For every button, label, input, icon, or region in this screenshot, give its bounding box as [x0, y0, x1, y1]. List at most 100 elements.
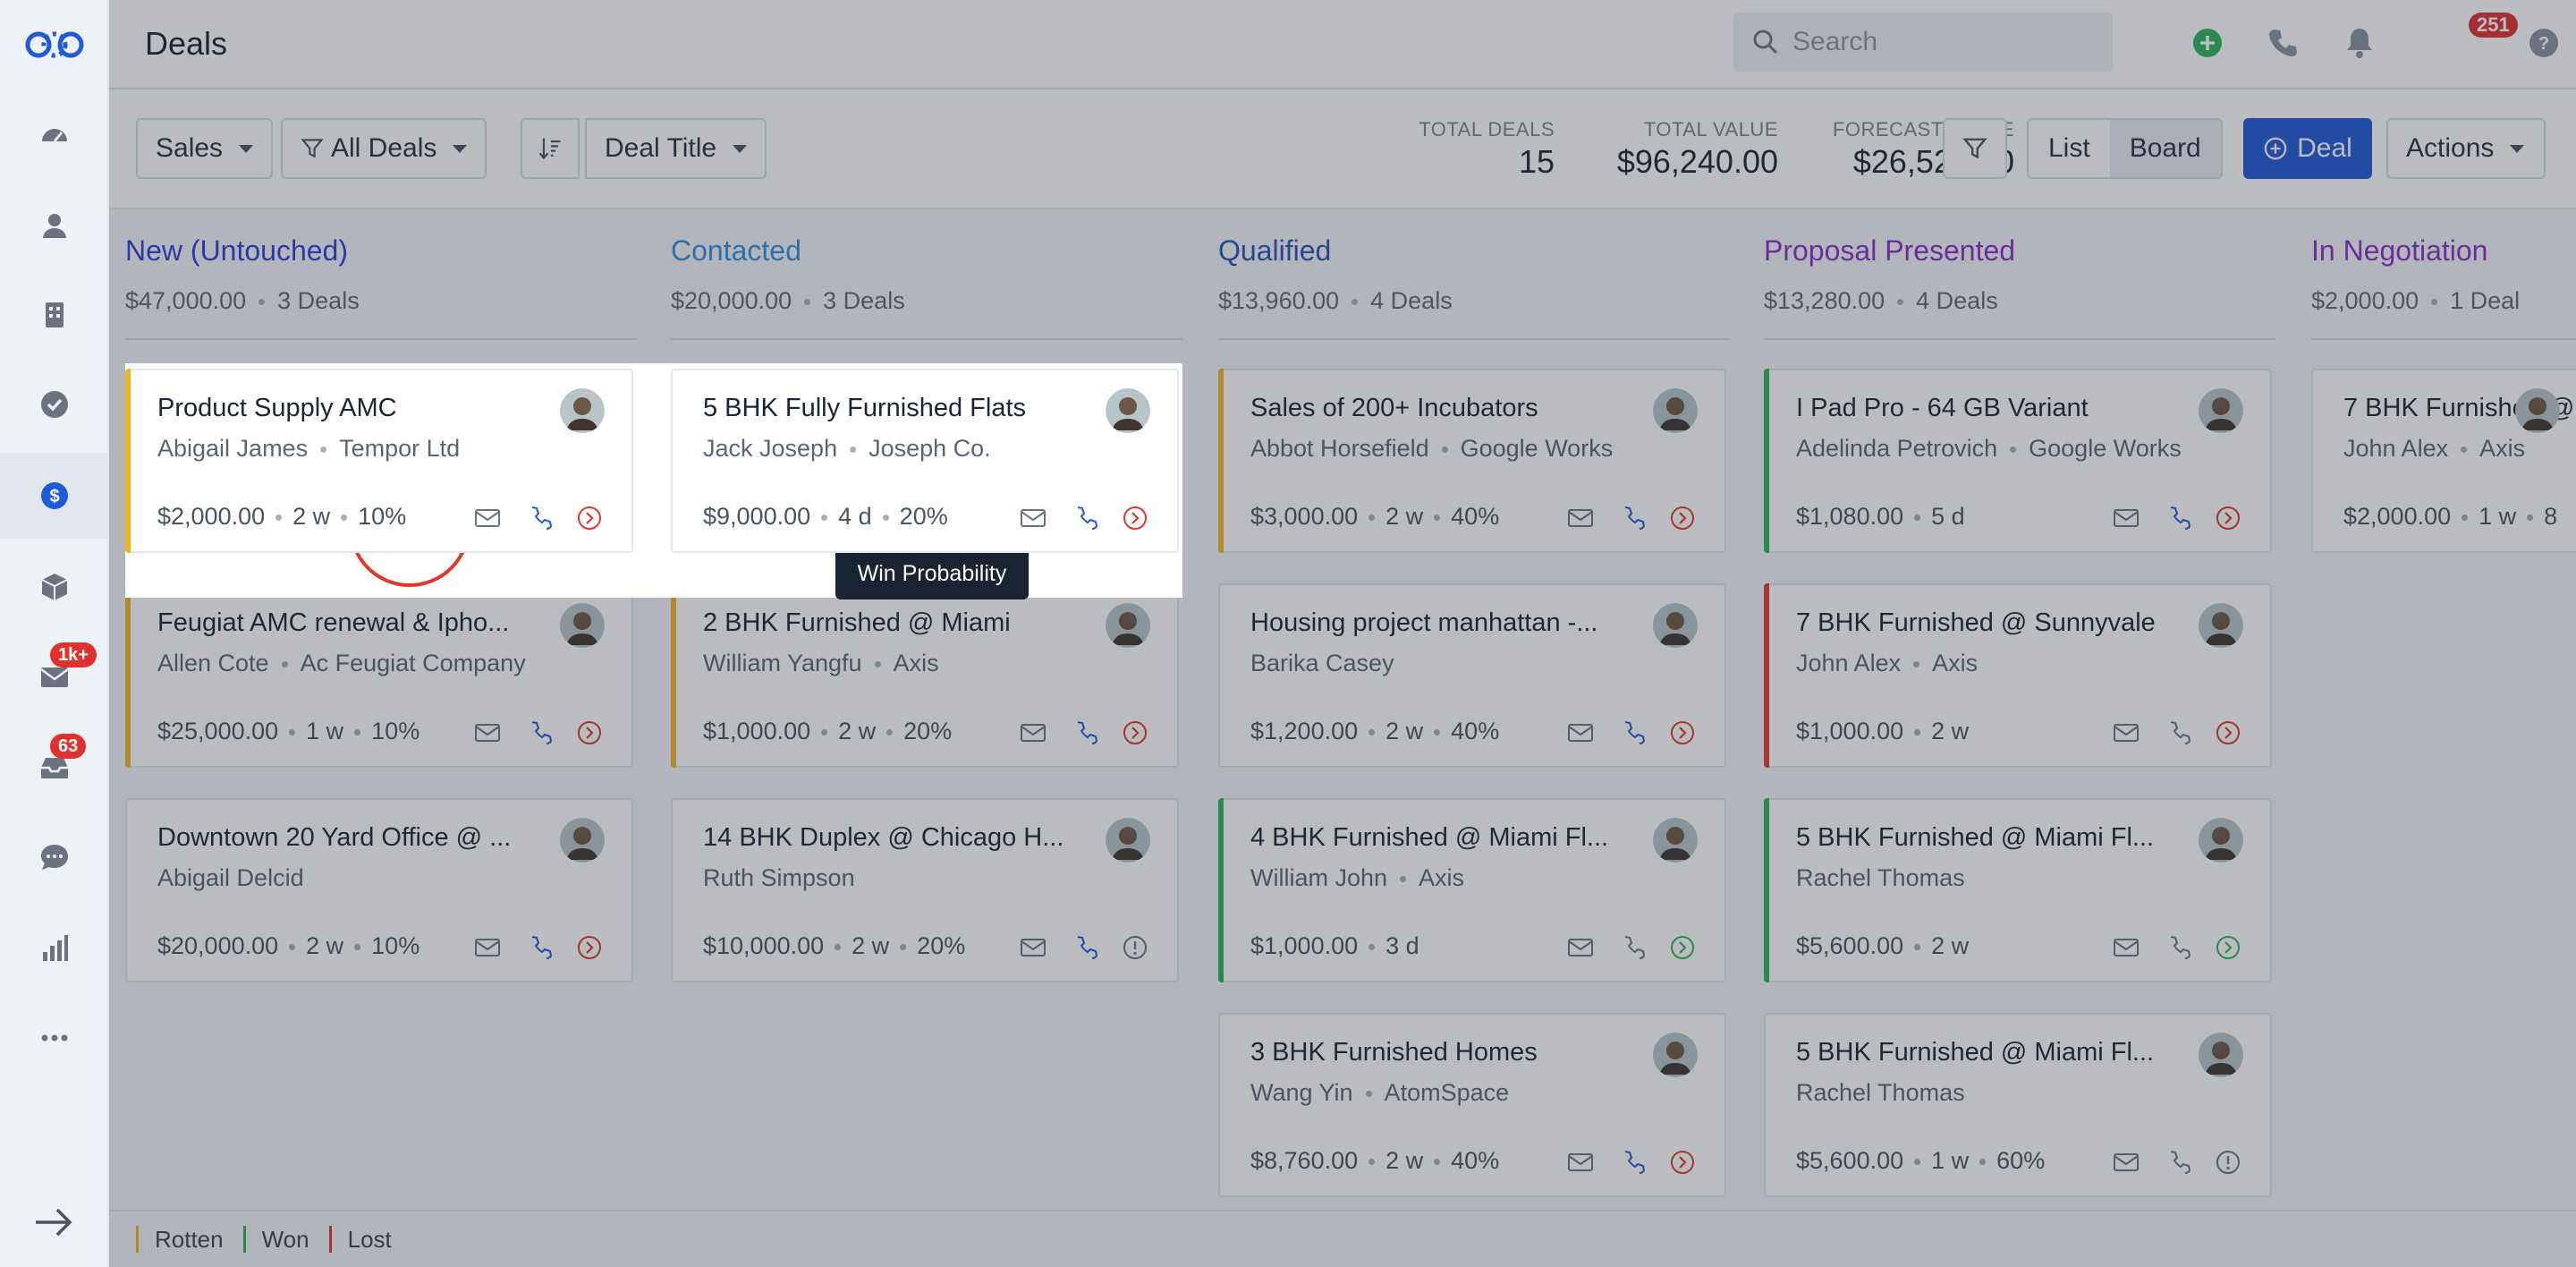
deal-person[interactable]: Jack Joseph — [703, 435, 838, 462]
info-icon[interactable] — [1120, 932, 1150, 963]
deal-card[interactable]: Feugiat AMC renewal & Ipho... Allen Cote A… — [125, 583, 633, 768]
deal-person[interactable]: Ruth Simpson — [703, 864, 855, 891]
email-icon[interactable] — [472, 503, 503, 533]
owner-avatar[interactable] — [560, 818, 605, 863]
lost-status-icon[interactable] — [574, 718, 605, 748]
lost-status-icon[interactable] — [2213, 503, 2243, 533]
deal-company[interactable]: AtomSpace — [1384, 1079, 1510, 1106]
email-icon[interactable] — [1018, 718, 1048, 748]
email-icon[interactable] — [472, 718, 503, 748]
deal-company[interactable]: Joseph Co. — [869, 435, 991, 462]
phone-icon[interactable] — [2163, 932, 2193, 963]
deal-card[interactable]: Downtown 20 Yard Office @ ... Abigail Del… — [125, 798, 633, 982]
phone-icon[interactable] — [1070, 503, 1100, 533]
phone-icon[interactable] — [524, 503, 555, 533]
owner-avatar[interactable] — [2199, 818, 2243, 863]
deal-card[interactable]: 5 BHK Furnished @ Miami Fl... Rachel Thom… — [1764, 798, 2272, 982]
deal-title[interactable]: 5 BHK Furnished @ Miami Fl... — [1796, 823, 2155, 852]
search-box[interactable] — [1733, 13, 2113, 72]
phone-icon[interactable] — [1617, 1147, 1648, 1178]
lost-status-icon[interactable] — [1667, 1147, 1698, 1178]
deal-card[interactable]: 3 BHK Furnished Homes Wang Yin AtomSpace $8… — [1218, 1013, 1726, 1197]
deal-title[interactable]: 5 BHK Furnished @ Miami Fl... — [1796, 1038, 2155, 1067]
email-icon[interactable] — [2111, 1147, 2141, 1178]
owner-avatar[interactable] — [1106, 818, 1150, 863]
sidebar-item-accounts[interactable] — [0, 272, 109, 358]
owner-avatar[interactable] — [2199, 388, 2243, 433]
deal-company[interactable]: Google Works — [1460, 435, 1614, 462]
sidebar-item-deals[interactable]: $ — [0, 453, 109, 539]
deal-person[interactable]: Abigail James — [157, 435, 309, 462]
list-view-button[interactable]: List — [2029, 120, 2110, 177]
owner-avatar[interactable] — [2199, 1033, 2243, 1077]
lost-status-icon[interactable] — [1667, 503, 1698, 533]
owner-avatar[interactable] — [1653, 818, 1698, 863]
sort-direction-button[interactable] — [521, 118, 580, 179]
deal-company[interactable]: Axis — [1419, 864, 1465, 891]
deal-person[interactable]: Wang Yin — [1250, 1079, 1353, 1106]
owner-avatar[interactable] — [1653, 603, 1698, 648]
deal-card[interactable]: 4 BHK Furnished @ Miami Fl... William Joh… — [1218, 798, 1726, 982]
phone-icon[interactable] — [2163, 503, 2193, 533]
email-icon[interactable] — [2111, 932, 2141, 963]
filter-view-select[interactable]: All Deals — [281, 118, 487, 179]
expand-sidebar-icon[interactable] — [34, 1204, 75, 1240]
deal-person[interactable]: Allen Cote — [157, 650, 269, 676]
deal-card[interactable]: 2 BHK Furnished @ Miami William Yangfu Axi… — [671, 583, 1179, 768]
deal-title[interactable]: 5 BHK Fully Furnished Flats — [703, 394, 1027, 422]
email-icon[interactable] — [2111, 718, 2141, 748]
owner-avatar[interactable] — [1106, 603, 1150, 648]
help-icon[interactable]: ? — [2526, 25, 2562, 61]
deal-title[interactable]: 2 BHK Furnished @ Miami — [703, 608, 1011, 637]
deal-card[interactable]: I Pad Pro - 64 GB Variant Adelinda Petrov… — [1764, 369, 2272, 553]
owner-avatar[interactable] — [560, 603, 605, 648]
email-icon[interactable] — [2111, 503, 2141, 533]
deal-title[interactable]: Sales of 200+ Incubators — [1250, 394, 1538, 422]
deal-person[interactable]: William Yangfu — [703, 650, 862, 676]
sort-field-select[interactable]: Deal Title — [585, 118, 767, 179]
deal-title[interactable]: Product Supply AMC — [157, 394, 397, 422]
deal-company[interactable]: Google Works — [2029, 435, 2182, 462]
deal-company[interactable]: Ac Feugiat Company — [300, 650, 526, 676]
phone-icon[interactable] — [1070, 718, 1100, 748]
sidebar-item-reports[interactable] — [0, 906, 109, 991]
deal-person[interactable]: Abigail Delcid — [157, 864, 304, 891]
deal-company[interactable]: Axis — [2479, 435, 2526, 462]
owner-avatar[interactable] — [560, 388, 605, 433]
deal-title[interactable]: 3 BHK Furnished Homes — [1250, 1038, 1538, 1067]
sidebar-item-tasks[interactable] — [0, 361, 109, 447]
lost-status-icon[interactable] — [1667, 718, 1698, 748]
sidebar-item-email[interactable]: 1k+ — [0, 634, 109, 719]
sidebar-item-contacts[interactable] — [0, 183, 109, 268]
lost-status-icon[interactable] — [1120, 503, 1150, 533]
phone-icon[interactable] — [2265, 25, 2301, 61]
lost-status-icon[interactable] — [574, 932, 605, 963]
sidebar-item-products[interactable] — [0, 544, 109, 630]
phone-icon[interactable] — [2163, 1147, 2193, 1178]
email-icon[interactable] — [1565, 503, 1596, 533]
deal-card[interactable]: 5 BHK Fully Furnished Flats Jack Joseph Jo… — [671, 369, 1179, 553]
won-status-icon[interactable] — [1667, 932, 1698, 963]
deal-company[interactable]: Axis — [893, 650, 939, 676]
email-icon[interactable] — [472, 932, 503, 963]
phone-icon[interactable] — [524, 718, 555, 748]
owner-avatar[interactable] — [2515, 388, 2560, 433]
notifications-icon[interactable] — [2342, 25, 2377, 61]
lost-status-icon[interactable] — [1120, 718, 1150, 748]
sidebar-item-more[interactable] — [0, 995, 109, 1081]
deal-person[interactable]: Barika Casey — [1250, 650, 1394, 676]
info-icon[interactable] — [2213, 1147, 2243, 1178]
sidebar-item-dashboard[interactable] — [0, 91, 109, 177]
email-icon[interactable] — [1018, 932, 1048, 963]
lost-status-icon[interactable] — [574, 503, 605, 533]
deal-title[interactable]: 7 BHK Furnished @ Sunnyvale — [1796, 608, 2156, 637]
deal-card[interactable]: 14 BHK Duplex @ Chicago H... Ruth Simpson… — [671, 798, 1179, 982]
phone-icon[interactable] — [1070, 932, 1100, 963]
deal-person[interactable]: Abbot Horsefield — [1250, 435, 1429, 462]
actions-menu[interactable]: Actions — [2386, 118, 2546, 179]
deal-card[interactable]: 7 BHK Furnished @ ...John AlexAxis$2,000… — [2311, 369, 2576, 553]
deal-title[interactable]: I Pad Pro - 64 GB Variant — [1796, 394, 2089, 422]
deal-title[interactable]: Feugiat AMC renewal & Ipho... — [157, 608, 510, 637]
sidebar-item-chat[interactable] — [0, 814, 109, 900]
quick-add-icon[interactable] — [2190, 25, 2225, 61]
